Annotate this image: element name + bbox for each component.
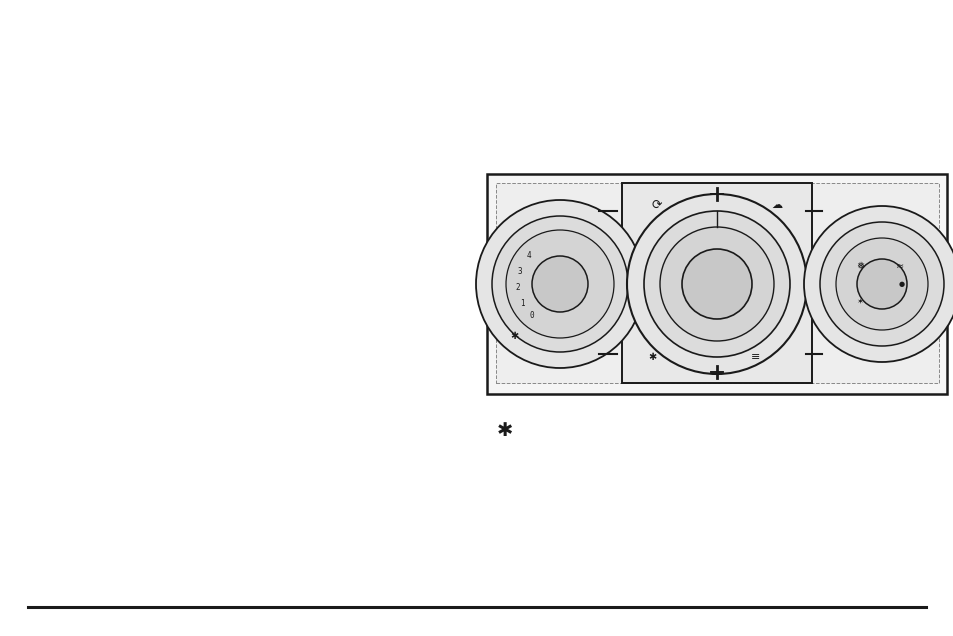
Text: ✱: ✱: [497, 420, 513, 439]
Bar: [496, 183, 938, 383]
Text: ≡: ≡: [751, 352, 760, 362]
Circle shape: [659, 227, 773, 341]
Text: ●: ●: [898, 281, 904, 287]
Bar: [486, 174, 946, 394]
Circle shape: [532, 256, 587, 312]
Circle shape: [820, 222, 943, 346]
Text: ✱: ✱: [647, 352, 656, 362]
Text: 0: 0: [529, 311, 534, 320]
Text: ≈: ≈: [895, 261, 903, 271]
Text: 1: 1: [520, 299, 525, 308]
Circle shape: [492, 216, 627, 352]
Circle shape: [856, 259, 906, 309]
Bar: [621, 183, 811, 383]
Circle shape: [505, 230, 614, 338]
Circle shape: [681, 249, 751, 319]
Text: ☁: ☁: [771, 200, 781, 210]
Text: ✶: ✶: [856, 298, 862, 307]
Text: ⟳: ⟳: [651, 198, 661, 212]
Text: 4: 4: [526, 251, 531, 260]
Circle shape: [835, 238, 927, 330]
Text: 2: 2: [516, 283, 520, 292]
Text: ✱: ✱: [510, 331, 517, 341]
Text: ❅: ❅: [855, 261, 863, 271]
Circle shape: [626, 194, 806, 374]
Circle shape: [803, 206, 953, 362]
Text: 3: 3: [517, 266, 522, 275]
Circle shape: [643, 211, 789, 357]
Circle shape: [476, 200, 643, 368]
